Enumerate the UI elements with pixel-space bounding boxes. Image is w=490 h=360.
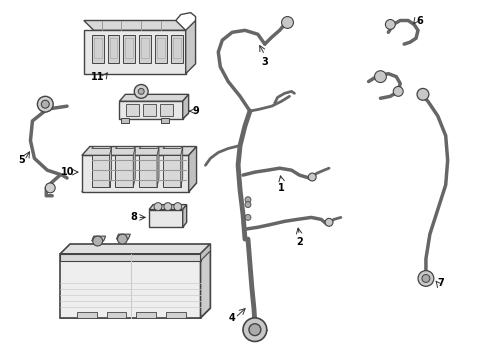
Circle shape <box>164 203 172 211</box>
Polygon shape <box>82 183 196 192</box>
Polygon shape <box>189 147 196 192</box>
Circle shape <box>374 71 387 82</box>
Bar <box>160 104 173 116</box>
Polygon shape <box>186 21 196 74</box>
Polygon shape <box>120 94 189 101</box>
Polygon shape <box>116 147 135 148</box>
Circle shape <box>308 173 316 181</box>
Polygon shape <box>183 94 189 119</box>
Text: 7: 7 <box>438 278 444 288</box>
Polygon shape <box>149 204 187 210</box>
Circle shape <box>249 324 261 336</box>
Circle shape <box>93 236 102 246</box>
Bar <box>92 156 110 187</box>
Polygon shape <box>200 244 210 318</box>
Circle shape <box>243 318 267 342</box>
Circle shape <box>174 203 182 211</box>
Bar <box>149 210 183 227</box>
Bar <box>126 104 139 116</box>
Text: 2: 2 <box>296 237 303 247</box>
Circle shape <box>134 85 148 98</box>
Polygon shape <box>84 21 186 30</box>
Bar <box>143 104 156 116</box>
Bar <box>163 156 181 187</box>
Bar <box>171 35 183 63</box>
Bar <box>116 156 133 187</box>
Text: 6: 6 <box>416 15 423 26</box>
Text: 9: 9 <box>193 106 199 116</box>
Circle shape <box>418 271 434 286</box>
Bar <box>107 312 126 318</box>
Circle shape <box>325 219 333 226</box>
Polygon shape <box>181 147 183 187</box>
Text: 10: 10 <box>60 167 74 177</box>
Polygon shape <box>84 30 186 74</box>
Circle shape <box>386 19 395 30</box>
Circle shape <box>245 215 251 220</box>
Text: 5: 5 <box>18 155 24 165</box>
Bar <box>92 35 103 63</box>
Polygon shape <box>92 236 106 241</box>
Polygon shape <box>82 156 189 192</box>
Polygon shape <box>92 147 112 148</box>
Polygon shape <box>183 204 187 227</box>
Polygon shape <box>110 147 112 187</box>
Bar <box>139 156 157 187</box>
Polygon shape <box>82 147 196 156</box>
Text: 4: 4 <box>228 313 235 323</box>
Text: 1: 1 <box>278 183 285 193</box>
Circle shape <box>37 96 53 112</box>
Bar <box>108 35 120 63</box>
Circle shape <box>118 234 127 244</box>
Bar <box>139 35 151 63</box>
Polygon shape <box>200 244 210 261</box>
Text: 11: 11 <box>91 72 104 82</box>
Circle shape <box>422 275 430 282</box>
Text: 3: 3 <box>261 57 268 67</box>
Polygon shape <box>120 101 183 119</box>
Polygon shape <box>60 254 200 261</box>
Circle shape <box>393 86 403 96</box>
Circle shape <box>282 17 294 28</box>
Bar <box>77 312 97 318</box>
Polygon shape <box>120 113 189 119</box>
Circle shape <box>138 89 144 94</box>
Polygon shape <box>139 147 159 148</box>
Bar <box>136 312 156 318</box>
Circle shape <box>245 202 251 208</box>
Polygon shape <box>163 147 183 148</box>
Bar <box>155 35 167 63</box>
Polygon shape <box>60 244 210 254</box>
Circle shape <box>245 197 251 203</box>
Text: 8: 8 <box>130 212 137 222</box>
Polygon shape <box>60 254 200 318</box>
Bar <box>161 118 169 123</box>
Polygon shape <box>133 147 135 187</box>
Circle shape <box>154 203 162 211</box>
Bar <box>166 312 186 318</box>
Bar <box>122 118 129 123</box>
Circle shape <box>417 89 429 100</box>
Circle shape <box>45 183 55 193</box>
Polygon shape <box>60 308 210 318</box>
Bar <box>123 35 135 63</box>
Circle shape <box>41 100 49 108</box>
Polygon shape <box>157 147 159 187</box>
Polygon shape <box>117 234 130 239</box>
